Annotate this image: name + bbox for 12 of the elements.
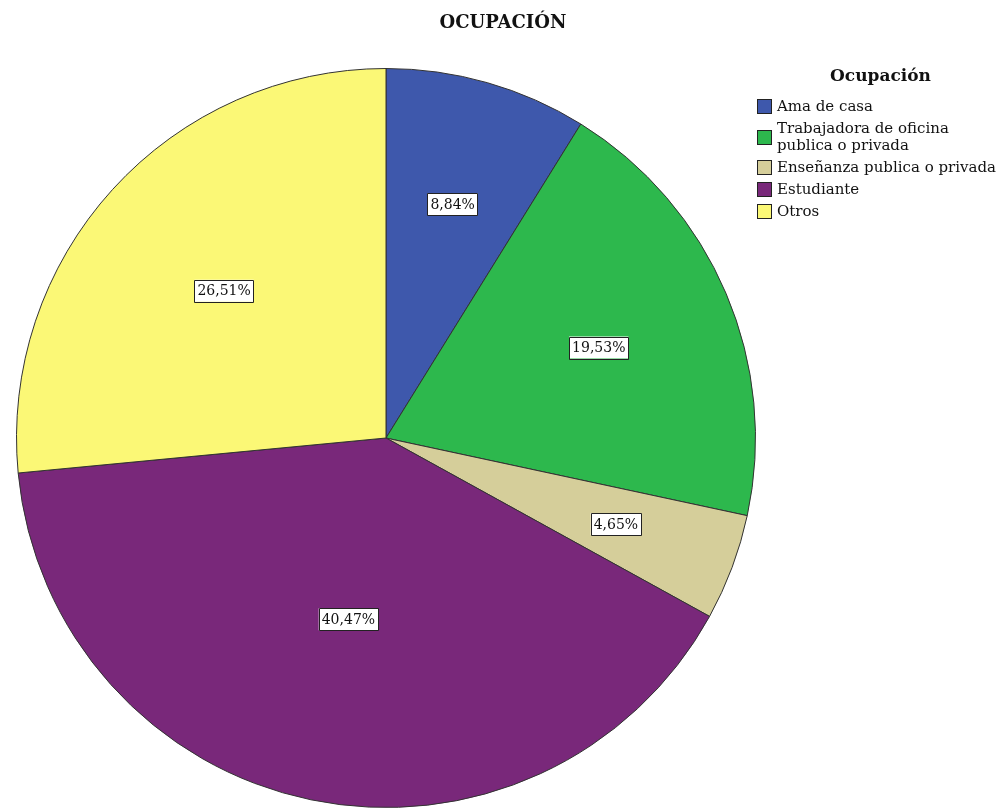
chart-title: OCUPACIÓN	[439, 11, 567, 32]
data-label: 26,51%	[197, 282, 251, 299]
legend-title: Ocupación	[830, 65, 931, 85]
legend-label: Enseñanza publica o privada	[777, 158, 996, 176]
data-label: 8,84%	[430, 195, 475, 212]
legend-label: Trabajadora de oficina publica o privada	[777, 119, 950, 154]
legend-label: Ama de casa	[777, 97, 873, 115]
legend-label: Otros	[777, 202, 820, 220]
data-label: 40,47%	[321, 610, 376, 627]
legend-label: Estudiante	[777, 180, 860, 198]
data-label: 19,53%	[572, 339, 626, 356]
data-label: 4,65%	[593, 515, 639, 532]
